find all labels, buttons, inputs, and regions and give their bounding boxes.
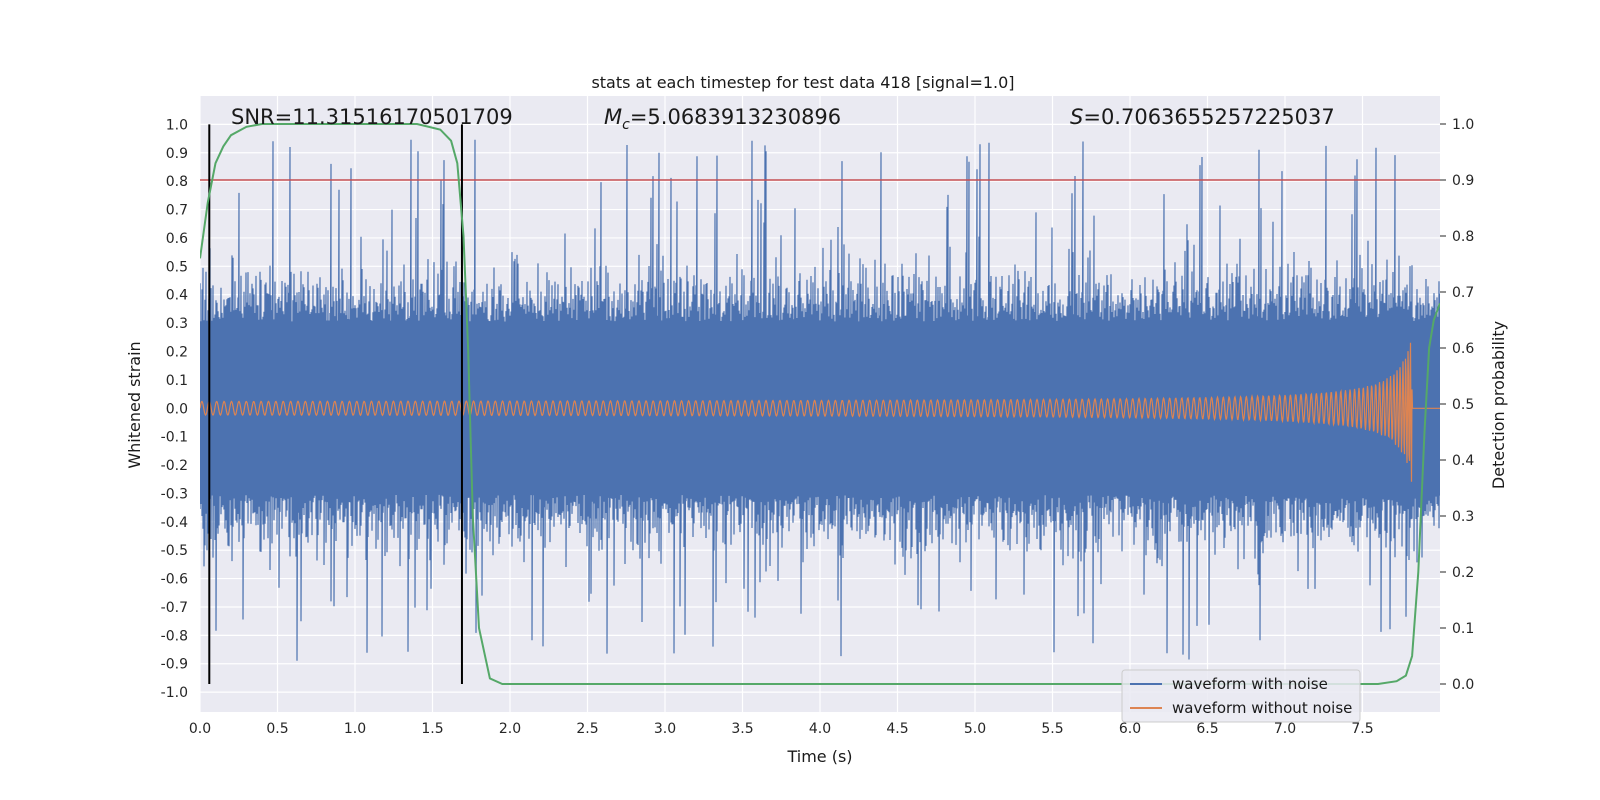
x-tick-label: 3.0	[654, 721, 676, 737]
x-tick-label: 1.0	[344, 721, 366, 737]
y-tick-label: 0.5	[166, 259, 188, 275]
y-tick-label: 0.4	[166, 288, 188, 304]
snr-annotation: SNR=11.31516170501709	[231, 105, 513, 129]
x-axis-label: Time (s)	[786, 747, 852, 766]
right-axis-label: Detection probability	[1489, 321, 1508, 489]
y-tick-label: 0.9	[166, 146, 188, 162]
legend-label-noise: waveform with noise	[1172, 675, 1328, 693]
y-tick-label: -0.4	[161, 515, 188, 531]
right-tick-label: 0.0	[1452, 677, 1474, 693]
y-tick-label: 0.2	[166, 344, 188, 360]
y-tick-label: -0.8	[161, 628, 188, 644]
series-line-waveform-without-noise	[200, 342, 1440, 482]
y-tick-label: -0.1	[161, 430, 188, 446]
x-tick-label: 4.0	[809, 721, 831, 737]
y-tick-label: 1.0	[166, 117, 188, 133]
right-tick-label: 0.4	[1452, 453, 1474, 469]
right-tick-label: 1.0	[1452, 117, 1474, 133]
series-line-detection-probability	[200, 123, 1440, 685]
right-axis-ticks: 1.0 0.9 0.8 0.7 0.6 0.5 0.4 0.3 0.2 0.1 0.0	[1440, 117, 1474, 693]
right-tick-label: 0.8	[1452, 229, 1474, 245]
y-tick-label: -0.7	[161, 600, 188, 616]
y-tick-label: 0.7	[166, 203, 188, 219]
x-tick-label: 2.5	[576, 721, 598, 737]
y-tick-label: -0.9	[161, 657, 188, 673]
y-tick-label: 0.8	[166, 174, 188, 190]
y-tick-label: -0.3	[161, 486, 188, 502]
legend-label-clean: waveform without noise	[1172, 699, 1352, 717]
y-tick-label: -0.6	[161, 572, 188, 588]
right-tick-label: 0.7	[1452, 285, 1474, 301]
x-tick-label: 7.5	[1351, 721, 1373, 737]
y-tick-label: 0.6	[166, 231, 188, 247]
s-value: =0.7063655257225037	[1083, 105, 1334, 129]
x-tick-label: 4.5	[886, 721, 908, 737]
chirp-mass-value: =5.0683913230896	[630, 105, 841, 129]
x-tick-label: 5.5	[1041, 721, 1063, 737]
chirp-mass-subscript: c	[622, 117, 630, 133]
x-tick-label: 0.5	[266, 721, 288, 737]
chirp-mass-symbol: M	[604, 105, 622, 129]
x-tick-label: 1.5	[421, 721, 443, 737]
x-tick-label: 0.0	[189, 721, 211, 737]
y-tick-label: -0.5	[161, 543, 188, 559]
s-symbol: S	[1070, 105, 1083, 129]
chirp-mass-annotation: Mc=5.0683913230896	[604, 105, 841, 133]
right-tick-label: 0.3	[1452, 509, 1474, 525]
y-tick-label: -1.0	[161, 685, 188, 701]
s-annotation: S=0.7063655257225037	[1070, 105, 1335, 129]
x-tick-label: 7.0	[1274, 721, 1296, 737]
x-tick-label: 2.0	[499, 721, 521, 737]
x-axis-ticks: 0.0 0.5 1.0 1.5 2.0 2.5 3.0 3.5 4.0 4.5 5.0 5.5 6.0 6…	[189, 721, 1374, 737]
legend-box	[1121, 669, 1361, 723]
right-tick-label: 0.2	[1452, 565, 1474, 581]
y-tick-label: -0.2	[161, 458, 188, 474]
x-tick-label: 3.5	[731, 721, 753, 737]
x-tick-label: 5.0	[964, 721, 986, 737]
y-tick-label: 0.0	[166, 401, 188, 417]
chart-title: stats at each timestep for test data 418…	[591, 73, 1014, 92]
x-tick-label: 6.0	[1119, 721, 1141, 737]
y-tick-label: 0.3	[166, 316, 188, 332]
right-tick-label: 0.1	[1452, 621, 1474, 637]
y-axis-label: Whitened strain	[125, 341, 144, 468]
right-tick-label: 0.5	[1452, 397, 1474, 413]
y-axis-ticks: 1.0 0.9 0.8 0.7 0.6 0.5 0.4 0.3 0.2 0.1 0.0 -0.1 -0.…	[161, 117, 188, 701]
right-tick-label: 0.9	[1452, 173, 1474, 189]
right-tick-label: 0.6	[1452, 341, 1474, 357]
y-tick-label: 0.1	[166, 373, 188, 389]
legend: waveform with noise waveform without noi…	[1121, 669, 1361, 723]
x-tick-label: 6.5	[1196, 721, 1218, 737]
